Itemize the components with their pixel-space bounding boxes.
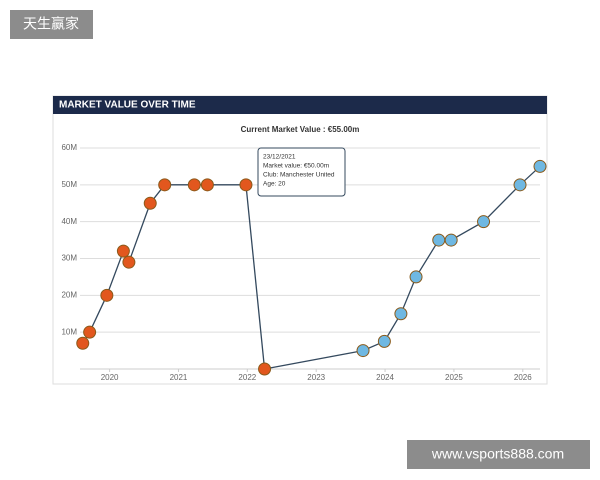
club-badge-marker (100, 288, 114, 302)
y-tick-label: 30M (61, 254, 77, 263)
chart-subtitle: Current Market Value : €55.00m (241, 125, 360, 134)
chart-title: MARKET VALUE OVER TIME (59, 100, 196, 111)
x-tick-label: 2025 (445, 373, 463, 382)
club-badge-marker (158, 178, 172, 192)
club-badge-marker (187, 178, 201, 192)
tooltip-box (257, 147, 346, 197)
y-tick-label: 40M (61, 217, 77, 226)
tooltip-age: Age: 20 (263, 181, 286, 188)
club-badge-marker (122, 255, 136, 269)
club-badge-marker (356, 344, 370, 358)
footer-box (407, 440, 590, 469)
y-tick-label: 20M (61, 290, 77, 299)
y-tick-label: 60M (61, 143, 77, 152)
club-badge-marker (258, 362, 272, 376)
x-tick-label: 2024 (376, 373, 394, 382)
club-badge-marker (394, 307, 408, 321)
club-badge-marker (477, 215, 491, 229)
club-badge-marker (533, 159, 547, 173)
tooltip: 23/12/2021 Market value: €50.00m Club: M… (257, 147, 346, 197)
club-badge-marker (513, 178, 527, 192)
watermark-box (10, 10, 93, 39)
club-badge-marker (239, 178, 253, 192)
y-tick-label: 10M (61, 327, 77, 336)
tooltip-club: Club: Manchester United (263, 172, 335, 179)
x-tick-label: 2022 (238, 373, 256, 382)
club-badge-marker (76, 336, 90, 350)
club-badge-marker (409, 270, 423, 284)
club-badge-marker (143, 196, 157, 210)
tooltip-date: 23/12/2021 (263, 154, 296, 161)
club-badge-marker (83, 325, 97, 339)
watermark: 天生赢家 (23, 16, 79, 32)
x-tick-label: 2021 (170, 373, 188, 382)
club-badge-marker (116, 244, 130, 258)
club-badge-marker (377, 334, 391, 348)
header-bar (53, 96, 547, 114)
chart-panel (52, 95, 548, 385)
x-tick-label: 2026 (514, 373, 532, 382)
tooltip-value: Market value: €50.00m (263, 163, 329, 170)
club-badge-marker (444, 233, 458, 247)
footer-url: www.vsports888.com (431, 446, 564, 462)
y-tick-label: 50M (61, 180, 77, 189)
club-badge-marker (200, 178, 214, 192)
club-badge-marker (432, 233, 446, 247)
x-tick-label: 2023 (307, 373, 325, 382)
x-tick-label: 2020 (101, 373, 119, 382)
